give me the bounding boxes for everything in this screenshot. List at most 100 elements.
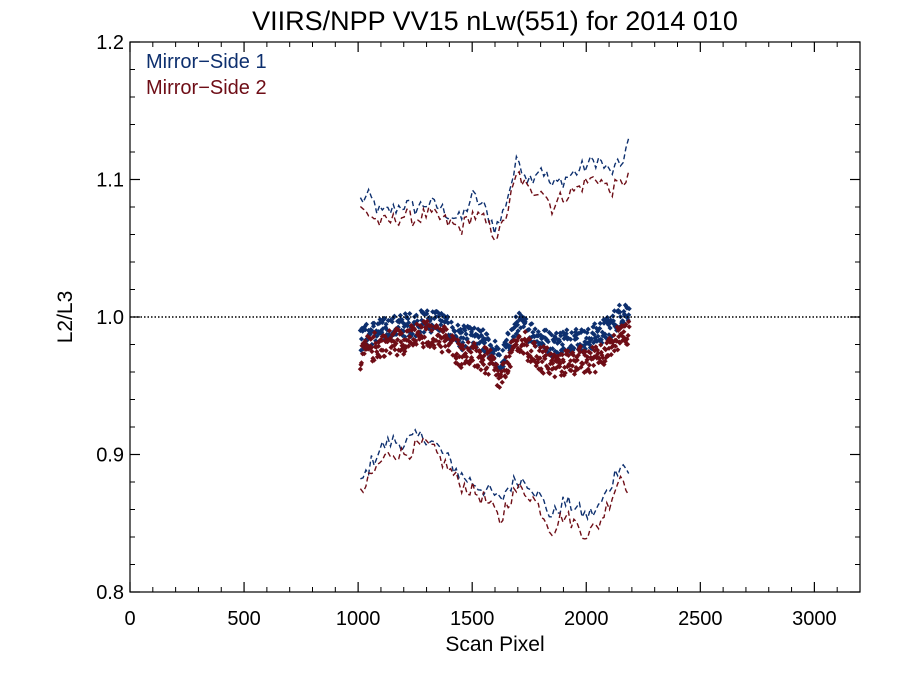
series-1-point	[546, 329, 552, 336]
series-1-point	[397, 318, 403, 324]
series-2-point	[483, 345, 489, 351]
series-2-point	[419, 324, 425, 330]
series-2-point	[419, 335, 425, 341]
series-2-point	[506, 361, 512, 367]
series-2-point	[531, 357, 537, 363]
y-tick-label: 0.8	[96, 582, 124, 604]
series-1-point	[401, 328, 407, 334]
series-2-point	[541, 344, 547, 350]
series-1-point	[430, 309, 436, 315]
series-1-point	[455, 322, 461, 328]
series-2-point	[533, 363, 539, 369]
series-1-point	[620, 319, 626, 325]
series-1-point	[585, 326, 591, 332]
series-1-point	[559, 342, 565, 348]
series-2-points	[357, 318, 632, 390]
series-2-point	[485, 371, 492, 377]
series-2-point	[484, 365, 490, 371]
series-2-point	[504, 359, 510, 365]
series-1-point	[544, 337, 550, 343]
series-2-point	[624, 336, 630, 342]
series-1-point	[358, 336, 365, 342]
series-1-point	[571, 345, 577, 351]
series-2-point	[444, 336, 451, 342]
series-1-point	[470, 332, 476, 338]
series-1-point	[593, 325, 599, 331]
series-2-point	[592, 348, 598, 354]
series-1-point	[383, 324, 389, 330]
series-2-point	[389, 343, 395, 349]
series-1-point	[521, 324, 527, 330]
series-1-point	[587, 342, 593, 348]
series-1-point	[560, 329, 566, 335]
series-2-point	[423, 326, 429, 332]
series-2-point	[395, 337, 401, 343]
series-1-point	[483, 336, 489, 342]
series-2-point	[442, 343, 448, 349]
series-2-point	[620, 337, 626, 343]
series-2-point	[573, 358, 579, 364]
series-2-point	[623, 321, 629, 328]
series-1-point	[495, 346, 501, 352]
series-2-point	[528, 348, 534, 354]
series-1-point	[582, 346, 588, 352]
series-1-point	[604, 319, 610, 325]
series-2-point	[602, 358, 608, 364]
series-2-point	[617, 325, 624, 331]
series-1-point	[573, 326, 579, 332]
series-2-point	[386, 328, 392, 334]
series-2-point	[577, 343, 584, 349]
series-1-point	[576, 330, 582, 336]
series-2-point	[398, 339, 404, 345]
series-1-point	[407, 311, 413, 317]
series-1-point	[475, 326, 481, 332]
series-1-point	[409, 331, 415, 337]
series-2-point	[452, 336, 458, 342]
series-2-point	[461, 353, 467, 359]
series-1-point	[545, 339, 551, 345]
series-2-point	[442, 338, 448, 344]
series-1-point	[523, 316, 529, 322]
series-2-point	[522, 336, 528, 342]
series-2-point	[563, 351, 569, 357]
series-1-point	[592, 321, 598, 327]
series-1-point	[448, 319, 454, 325]
series-1-point	[373, 328, 379, 334]
series-2-point	[625, 341, 631, 347]
series-2-point	[506, 353, 512, 359]
series-1-point	[557, 330, 563, 336]
series-2-point	[381, 353, 388, 359]
series-1-point	[582, 339, 588, 345]
series-2-point	[392, 328, 398, 334]
series-1-lower-bound-line	[360, 428, 630, 522]
series-2-point	[547, 370, 553, 377]
series-2-point	[567, 362, 573, 368]
series-1-point	[501, 357, 507, 363]
series-2-point	[553, 365, 559, 371]
series-2-point	[418, 333, 424, 339]
series-2-point	[550, 360, 556, 366]
series-2-point	[481, 353, 487, 359]
series-1-point	[418, 308, 424, 314]
series-1-point	[516, 310, 522, 316]
series-2-point	[560, 359, 567, 365]
series-2-point	[374, 354, 380, 360]
series-2-point	[564, 364, 570, 370]
legend: Mirror−Side 1 Mirror−Side 2	[146, 51, 267, 99]
series-2-point	[421, 334, 428, 340]
series-2-point	[372, 330, 378, 336]
series-2-point	[435, 332, 441, 338]
series-2-point	[457, 342, 463, 348]
series-1-point	[591, 340, 597, 346]
series-2-point	[535, 356, 541, 362]
series-1-point	[610, 318, 616, 324]
y-tick-label: 1.0	[96, 307, 124, 329]
series-2-point	[626, 324, 632, 330]
series-1-point	[414, 318, 420, 324]
series-2-point	[443, 332, 449, 338]
series-2-point	[598, 349, 604, 355]
series-2-point	[450, 352, 456, 358]
series-2-point	[369, 348, 375, 355]
series-2-point	[363, 342, 369, 348]
series-1-point	[596, 337, 602, 343]
